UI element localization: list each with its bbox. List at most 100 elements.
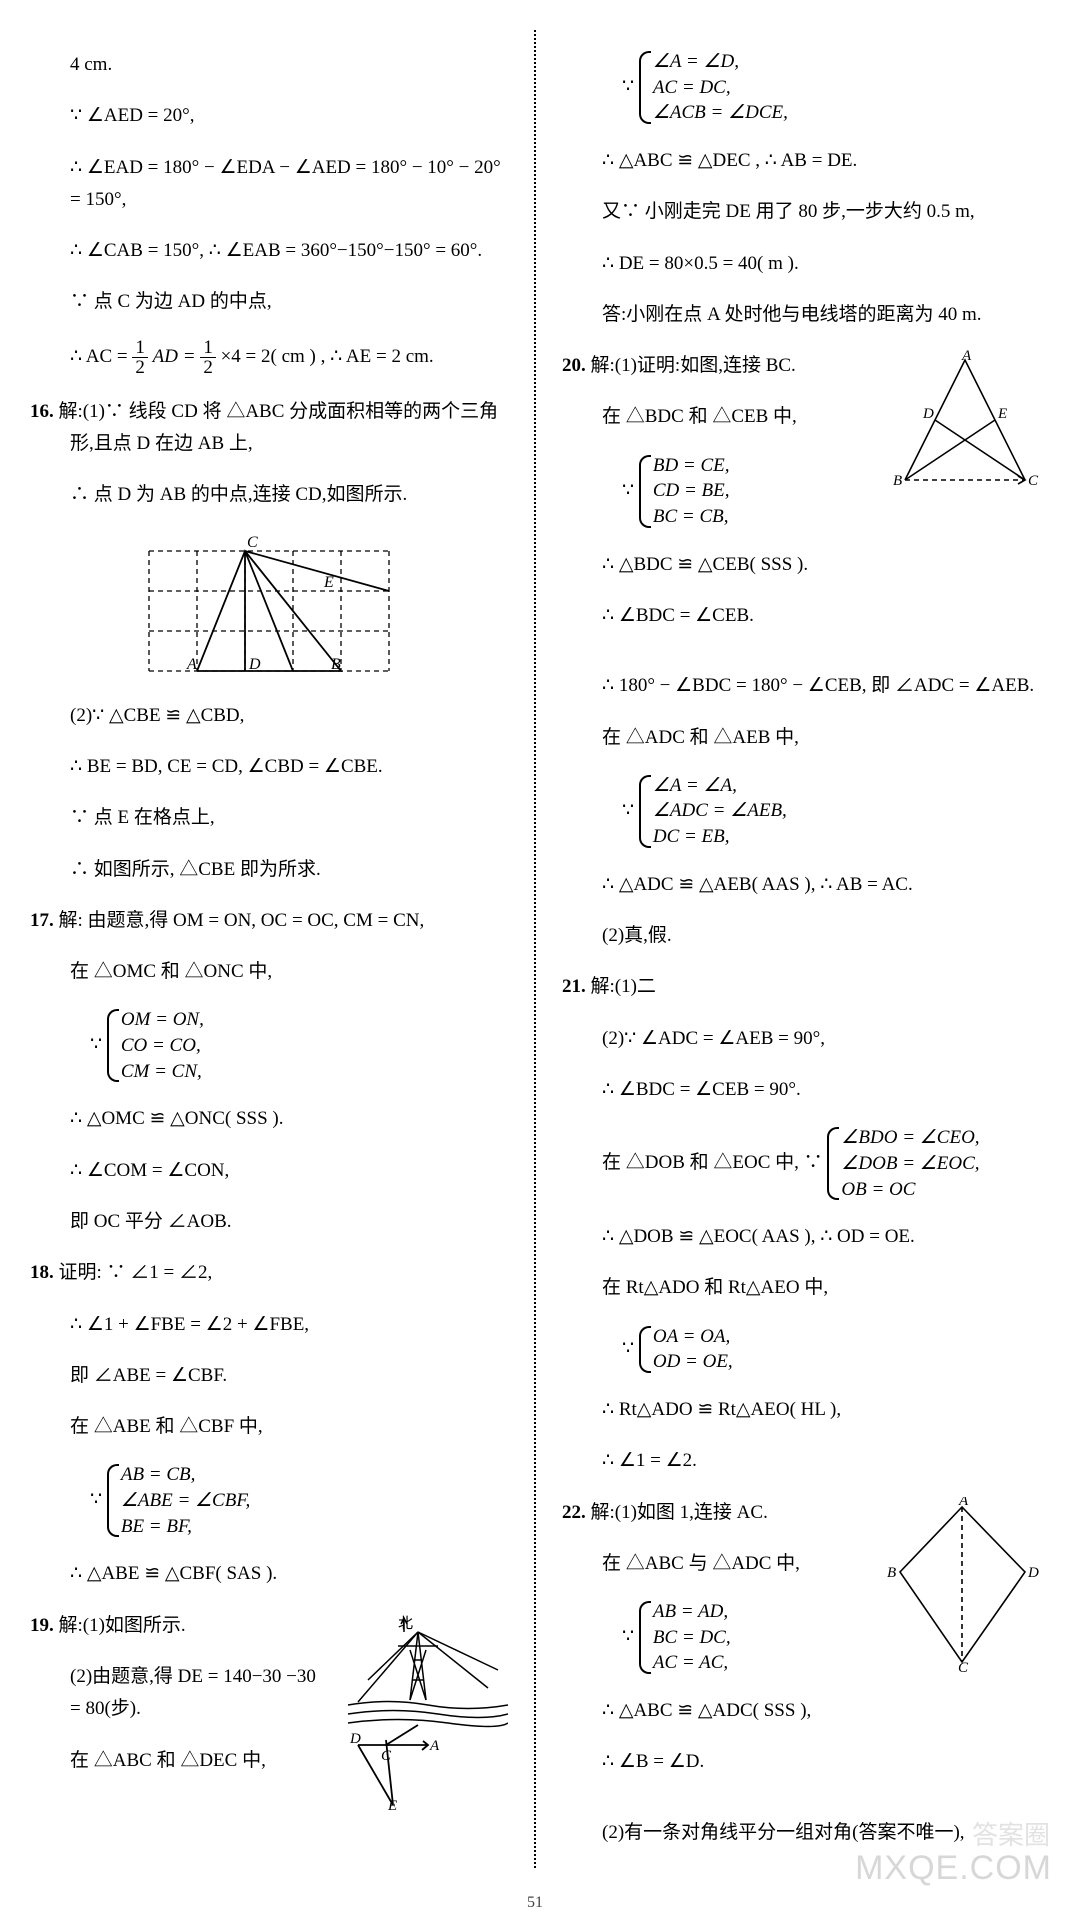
text: ∴ Rt△ADO ≌ Rt△AEO( HL ),	[562, 1394, 1040, 1426]
label-C: C	[381, 1748, 392, 1764]
figure-q20-triangle: A B C D E	[890, 350, 1040, 495]
label-A: A	[958, 1497, 969, 1509]
text: 即 OC 平分 ∠AOB.	[30, 1206, 508, 1238]
text: ∴ △ADC ≌ △AEB( AAS ), ∴ AB = AC.	[562, 869, 1040, 901]
left-column: 4 cm. ∵ ∠AED = 20°, ∴ ∠EAD = 180° − ∠EDA…	[30, 30, 508, 1868]
eq: OB = OC	[841, 1177, 979, 1203]
eq: ∠DOB = ∠EOC,	[841, 1151, 979, 1177]
eq: AC = AC,	[653, 1650, 731, 1676]
text: ∴ ∠COM = ∠CON,	[30, 1155, 508, 1187]
eq: OA = OA,	[653, 1324, 733, 1350]
text: ∴ ∠BDC = ∠CEB = 90°.	[562, 1074, 1040, 1106]
fraction: 1 2	[132, 338, 148, 377]
brace-left: ∠A = ∠A, ∠ADC = ∠AEB, DC = EB,	[639, 773, 787, 850]
text: ∴ ∠BDC = ∠CEB.	[562, 600, 1040, 632]
text: 解:(1)二	[591, 976, 656, 997]
text: (2)有一条对角线平分一组对角(答案不唯一),	[562, 1817, 1040, 1849]
label-E: E	[323, 574, 334, 591]
text: ∴ △ABC ≌ △ADC( SSS ),	[562, 1695, 1040, 1727]
figure-q19-tower: 北	[338, 1610, 508, 1810]
eq: BD = CE,	[653, 453, 730, 479]
eq: CO = CO,	[121, 1033, 204, 1059]
right-column: ∵ ∠A = ∠D, AC = DC, ∠ACB = ∠DCE, ∴ △ABC …	[562, 30, 1040, 1868]
label-B: B	[887, 1565, 896, 1581]
text: ∴ 180° − ∠BDC = 180° − ∠CEB, 即 ∠ADC = ∠A…	[562, 670, 1040, 702]
text: 解:(1)∵ 线段 CD 将 △ABC 分成面积相等的两个三角形,且点 D 在边…	[59, 401, 499, 454]
text: ∴ 点 D 为 AB 的中点,连接 CD,如图所示.	[30, 479, 508, 511]
problem-number: 20.	[562, 355, 586, 376]
text: ∴ △BDC ≌ △CEB( SSS ).	[562, 549, 1040, 581]
eq: DC = EB,	[653, 824, 787, 850]
text: ∴ ∠CAB = 150°, ∴ ∠EAB = 360°−150°−150° =…	[30, 235, 508, 267]
text: (2)∵ △CBE ≌ △CBD,	[30, 700, 508, 732]
two-column-layout: 4 cm. ∵ ∠AED = 20°, ∴ ∠EAD = 180° − ∠EDA…	[30, 30, 1040, 1868]
denominator: 2	[132, 358, 148, 377]
text: 解:(1)如图所示.	[59, 1615, 186, 1636]
text: ∴ ∠B = ∠D.	[562, 1746, 1040, 1778]
label-A: A	[961, 350, 972, 364]
text: ∴ ∠1 = ∠2.	[562, 1445, 1040, 1477]
text: 在 △ADC 和 △AEB 中,	[562, 722, 1040, 754]
text: ∴ AC =	[70, 346, 128, 367]
text: ∴ 如图所示, △CBE 即为所求.	[30, 854, 508, 886]
label-C: C	[247, 534, 258, 551]
label-C: C	[958, 1660, 969, 1672]
text: 证明: ∵ ∠1 = ∠2,	[59, 1262, 213, 1283]
brace-left: ∠BDO = ∠CEO, ∠DOB = ∠EOC, OB = OC	[827, 1125, 979, 1202]
figure-q22-kite: A B D C	[885, 1497, 1040, 1672]
eq: BC = CB,	[653, 504, 730, 530]
text: 解: 由题意,得 OM = ON, OC = OC, CM = CN,	[59, 910, 425, 931]
brace-left: ∠A = ∠D, AC = DC, ∠ACB = ∠DCE,	[639, 49, 788, 126]
text: ∵ 点 E 在格点上,	[30, 802, 508, 834]
text: 又∵ 小刚走完 DE 用了 80 步,一步大约 0.5 m,	[562, 196, 1040, 228]
label-E: E	[997, 406, 1007, 422]
brace-left: OM = ON, CO = CO, CM = CN,	[107, 1007, 204, 1084]
eq: BC = DC,	[653, 1625, 731, 1651]
label-D: D	[248, 656, 261, 673]
eq: CD = BE,	[653, 478, 730, 504]
numerator: 1	[200, 338, 216, 358]
eq: OD = OE,	[653, 1349, 733, 1375]
eq: ∠A = ∠A,	[653, 773, 787, 799]
label-A: A	[429, 1738, 440, 1754]
numerator: 1	[132, 338, 148, 358]
label-D: D	[349, 1731, 361, 1747]
eq: AC = DC,	[653, 75, 788, 101]
system: ∵ OA = OA, OD = OE,	[562, 1324, 1040, 1375]
text: 在 △OMC 和 △ONC 中,	[30, 956, 508, 988]
fraction-line: ∴ AC = 1 2 AD = 1 2 ×4 = 2( cm ) , ∴ AE …	[30, 338, 508, 377]
text: (2)∵ ∠ADC = ∠AEB = 90°,	[562, 1023, 1040, 1055]
q16-head: 16. 解:(1)∵ 线段 CD 将 △ABC 分成面积相等的两个三角形,且点 …	[30, 396, 508, 461]
problem-number: 19.	[30, 1615, 54, 1636]
label-B: B	[331, 656, 341, 673]
eq: ∠ACB = ∠DCE,	[653, 100, 788, 126]
page-number: 51	[527, 1889, 543, 1916]
figure-q16-grid-triangle: A D B C E	[139, 531, 399, 681]
brace-left: AB = AD, BC = DC, AC = AC,	[639, 1599, 731, 1676]
eq: ∠BDO = ∠CEO,	[841, 1125, 979, 1151]
q17-head: 17. 解: 由题意,得 OM = ON, OC = OC, CM = CN,	[30, 905, 508, 937]
brace-left: AB = CB, ∠ABE = ∠CBF, BE = BF,	[107, 1462, 250, 1539]
text: (2)真,假.	[562, 920, 1040, 952]
text: ∴ △ABC ≌ △DEC , ∴ AB = DE.	[562, 145, 1040, 177]
label-north: 北	[398, 1615, 413, 1632]
eq: OM = ON,	[121, 1007, 204, 1033]
denominator: 2	[200, 358, 216, 377]
q18-head: 18. 证明: ∵ ∠1 = ∠2,	[30, 1257, 508, 1289]
problem-number: 22.	[562, 1502, 586, 1523]
label-A: A	[186, 656, 197, 673]
text: ∴ ∠EAD = 180° − ∠EDA − ∠AED = 180° − 10°…	[30, 152, 508, 217]
text: ∵ 点 C 为边 AD 的中点,	[30, 286, 508, 318]
text: 在 △DOB 和 △EOC 中, ∵	[602, 1152, 823, 1173]
text: ×4 = 2( cm ) , ∴ AE = 2 cm.	[221, 346, 434, 367]
problem-number: 18.	[30, 1262, 54, 1283]
label-B: B	[893, 473, 902, 489]
problem-number: 21.	[562, 976, 586, 997]
eq: AB = CB,	[121, 1462, 250, 1488]
text: 答:小刚在点 A 处时他与电线塔的距离为 40 m.	[562, 299, 1040, 331]
text: ∴ △DOB ≌ △EOC( AAS ), ∴ OD = OE.	[562, 1221, 1040, 1253]
column-divider	[534, 30, 536, 1868]
text: ∴ ∠1 + ∠FBE = ∠2 + ∠FBE,	[30, 1309, 508, 1341]
problem-number: 17.	[30, 910, 54, 931]
text: ∴ BE = BD, CE = CD, ∠CBD = ∠CBE.	[30, 751, 508, 783]
